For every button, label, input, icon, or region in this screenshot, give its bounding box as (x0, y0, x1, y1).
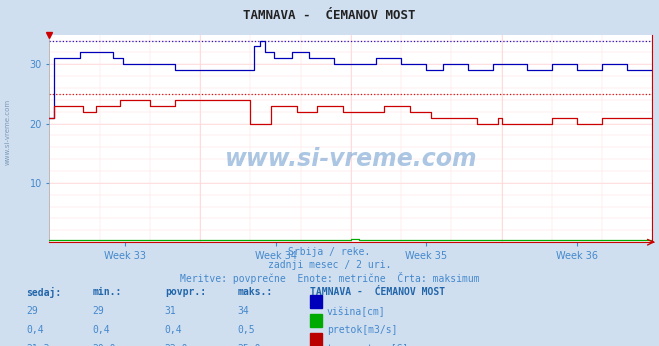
Text: 29: 29 (26, 306, 38, 316)
Text: 31: 31 (165, 306, 177, 316)
Text: Srbija / reke.: Srbija / reke. (289, 247, 370, 257)
Text: 34: 34 (237, 306, 249, 316)
Text: min.:: min.: (92, 287, 122, 297)
Text: 0,4: 0,4 (92, 325, 110, 335)
Text: zadnji mesec / 2 uri.: zadnji mesec / 2 uri. (268, 260, 391, 270)
Text: pretok[m3/s]: pretok[m3/s] (327, 325, 397, 335)
Text: sedaj:: sedaj: (26, 287, 61, 298)
Text: 21,3: 21,3 (26, 344, 50, 346)
Text: TAMNAVA -  ĆEMANOV MOST: TAMNAVA - ĆEMANOV MOST (243, 9, 416, 22)
Text: povpr.:: povpr.: (165, 287, 206, 297)
Text: 29: 29 (92, 306, 104, 316)
Text: Meritve: povprečne  Enote: metrične  Črta: maksimum: Meritve: povprečne Enote: metrične Črta:… (180, 272, 479, 284)
Text: maks.:: maks.: (237, 287, 272, 297)
Text: 0,5: 0,5 (237, 325, 255, 335)
Text: 22,0: 22,0 (165, 344, 188, 346)
Text: 0,4: 0,4 (165, 325, 183, 335)
Text: 0,4: 0,4 (26, 325, 44, 335)
Text: TAMNAVA -  ĆEMANOV MOST: TAMNAVA - ĆEMANOV MOST (310, 287, 445, 297)
Text: 25,0: 25,0 (237, 344, 261, 346)
Text: 20,0: 20,0 (92, 344, 116, 346)
Text: www.si-vreme.com: www.si-vreme.com (5, 98, 11, 165)
Text: www.si-vreme.com: www.si-vreme.com (225, 147, 477, 171)
Text: višina[cm]: višina[cm] (327, 306, 386, 317)
Text: temperatura[C]: temperatura[C] (327, 344, 409, 346)
